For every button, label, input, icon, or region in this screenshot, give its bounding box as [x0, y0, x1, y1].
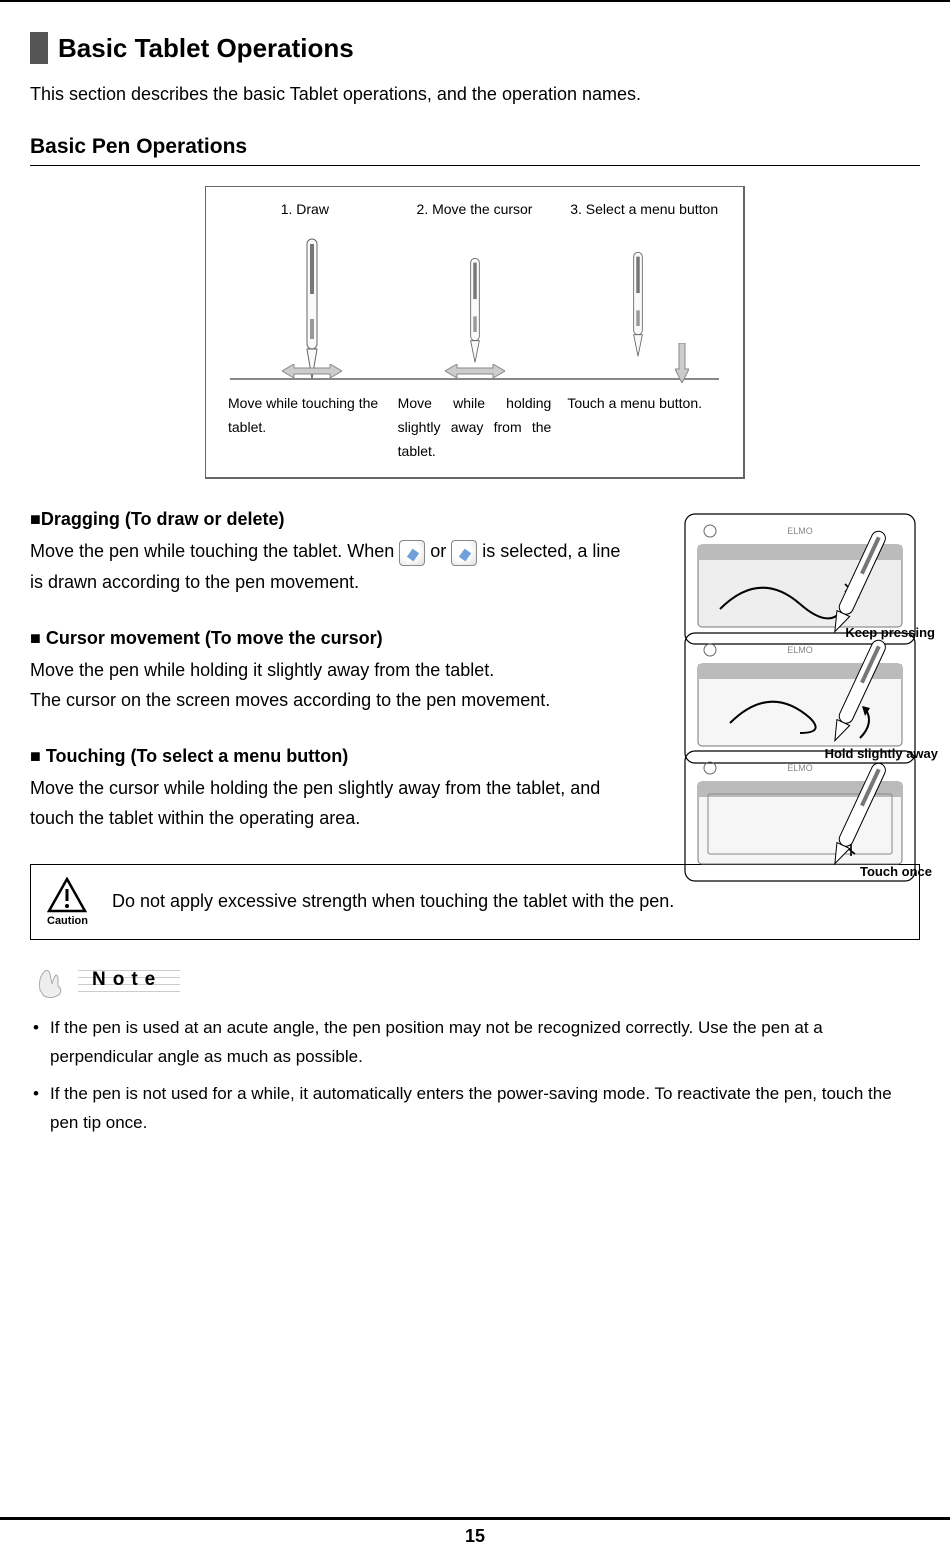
diagram-col-labels: 1. Draw 2. Move the cursor 3. Select a m…: [220, 201, 729, 217]
diagram-descs: Move while touching the tablet. Move whi…: [220, 392, 729, 463]
dragging-body-before: Move the pen while touching the tablet. …: [30, 541, 399, 561]
title-bar: [30, 32, 48, 64]
page-number: 15: [0, 1526, 950, 1547]
svg-text:ELMO: ELMO: [787, 526, 813, 536]
note-item: If the pen is not used for a while, it a…: [30, 1080, 920, 1138]
dragging-body-mid: or: [430, 541, 451, 561]
sub-title: Basic Pen Operations: [30, 135, 920, 166]
pen-icon-3: [623, 248, 653, 378]
page: Basic Tablet Operations This section des…: [0, 0, 950, 1520]
diagram-col2-desc: Move while holding slightly away from th…: [390, 392, 560, 463]
section-dragging: ■Dragging (To draw or delete) Move the p…: [30, 509, 920, 597]
svg-text:ELMO: ELMO: [787, 645, 813, 655]
cursor-body: Move the pen while holding it slightly a…: [30, 655, 630, 716]
main-title: Basic Tablet Operations: [58, 33, 354, 64]
diagram-col1-title: 1. Draw: [220, 201, 390, 217]
cursor-line1: Move the pen while holding it slightly a…: [30, 655, 630, 686]
dragging-body: Move the pen while touching the tablet. …: [30, 536, 630, 597]
pen-operations-diagram: 1. Draw 2. Move the cursor 3. Select a m…: [205, 186, 745, 479]
diagram-pens: [230, 225, 719, 380]
main-title-row: Basic Tablet Operations: [30, 32, 920, 64]
dragging-title: ■Dragging (To draw or delete): [30, 509, 630, 530]
cursor-title: ■ Cursor movement (To move the cursor): [30, 628, 630, 649]
note-list: If the pen is used at an acute angle, th…: [30, 1014, 920, 1138]
eraser-tool-icon: [451, 540, 477, 566]
diagram-col3-title: 3. Select a menu button: [559, 201, 729, 217]
pen-col-1: [230, 234, 393, 378]
pen-col-3: [556, 248, 719, 378]
pen-col-2: [393, 254, 556, 378]
diagram-col2-title: 2. Move the cursor: [390, 201, 560, 217]
intro-text: This section describes the basic Tablet …: [30, 84, 920, 105]
note-row: Note: [30, 960, 920, 1000]
caution-label: Caution: [47, 915, 88, 927]
touching-body: Move the cursor while holding the pen sl…: [30, 773, 630, 834]
arrow-horizontal-icon: [282, 364, 342, 378]
note-hand-icon: [30, 960, 72, 1000]
pen-tool-icon: [399, 540, 425, 566]
section-cursor: ■ Cursor movement (To move the cursor) M…: [30, 628, 920, 716]
tablet-illust-touching: ELMO Touch once: [680, 746, 940, 896]
diagram-col1-desc: Move while touching the tablet.: [220, 392, 390, 463]
touching-title: ■ Touching (To select a menu button): [30, 746, 630, 767]
section-touching: ■ Touching (To select a menu button) Mov…: [30, 746, 920, 834]
arrow-horizontal-icon: [445, 364, 505, 378]
note-item: If the pen is used at an acute angle, th…: [30, 1014, 920, 1072]
svg-text:ELMO: ELMO: [787, 763, 813, 773]
svg-text:Touch once: Touch once: [860, 864, 932, 879]
cursor-line2: The cursor on the screen moves according…: [30, 685, 630, 716]
pen-icon-1: [297, 234, 327, 384]
diagram-col3-desc: Touch a menu button.: [559, 392, 729, 463]
caution-text: Do not apply excessive strength when tou…: [112, 891, 674, 912]
caution-icon: Caution: [47, 877, 88, 927]
note-label: Note: [78, 964, 180, 996]
arrow-down-icon: [675, 343, 689, 383]
